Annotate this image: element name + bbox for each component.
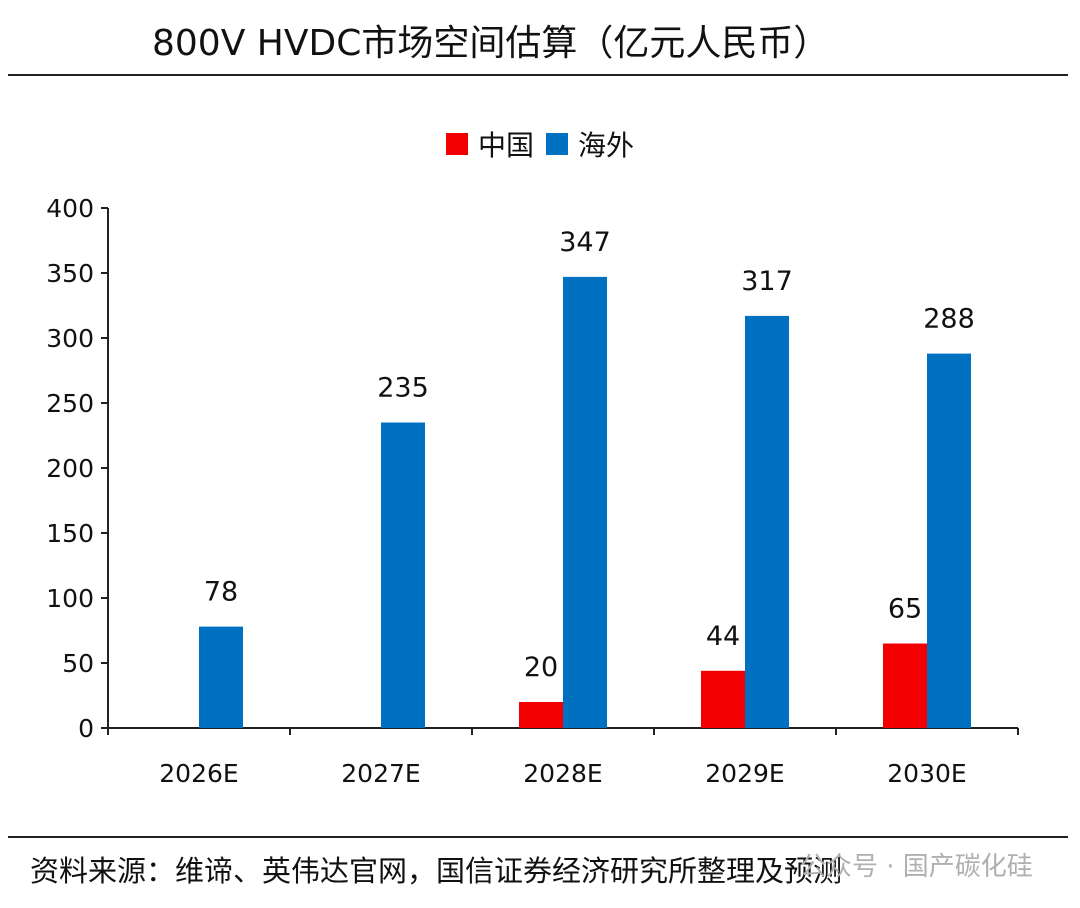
y-tick-label: 150 [46, 519, 94, 548]
legend-item-overseas: 海外 [546, 124, 634, 164]
bar-china [519, 702, 563, 728]
legend-label-overseas: 海外 [578, 129, 635, 162]
y-tick-label: 350 [46, 259, 94, 288]
bar-china [883, 643, 927, 728]
data-label-china: 65 [888, 594, 922, 625]
legend-label-china: 中国 [477, 129, 534, 162]
legend-swatch-overseas [546, 133, 568, 155]
y-tick-label: 300 [46, 324, 94, 353]
bar-overseas [745, 315, 789, 728]
y-tick-label: 100 [46, 584, 94, 613]
data-label-overseas: 78 [204, 577, 238, 608]
chart-title: 800V HVDC市场空间估算（亿元人民币） [152, 23, 830, 64]
data-label-overseas: 288 [923, 304, 975, 335]
bar-overseas [927, 353, 971, 728]
x-tick-label: 2026E [159, 759, 238, 788]
data-label-china: 44 [706, 621, 740, 652]
x-tick-label: 2030E [887, 759, 966, 788]
footer-divider [8, 836, 1068, 838]
legend-item-china: 中国 [445, 124, 534, 164]
y-tick-label: 200 [46, 454, 94, 483]
data-label-overseas: 347 [559, 227, 611, 258]
x-tick-label: 2028E [523, 759, 602, 788]
x-tick-label: 2029E [705, 759, 784, 788]
y-tick-label: 250 [46, 389, 94, 418]
watermark: 公众号 · 国产碳化硅 [800, 852, 1033, 882]
legend: 中国 海外 [0, 124, 1080, 164]
bar-overseas [563, 276, 607, 728]
bar-china [701, 670, 745, 728]
data-label-overseas: 317 [741, 266, 793, 297]
data-label-china: 20 [524, 652, 558, 683]
title-divider [8, 74, 1068, 76]
y-tick-label: 50 [62, 649, 94, 678]
x-tick-label: 2027E [341, 759, 420, 788]
source-note: 资料来源：维谛、英伟达官网，国信证券经济研究所整理及预测 [30, 854, 843, 888]
bar-overseas [381, 422, 425, 728]
y-tick-label: 0 [78, 714, 94, 743]
data-label-overseas: 235 [377, 373, 429, 404]
bar-overseas [199, 626, 243, 728]
y-tick-label: 400 [46, 194, 94, 223]
legend-swatch-china [445, 133, 468, 155]
